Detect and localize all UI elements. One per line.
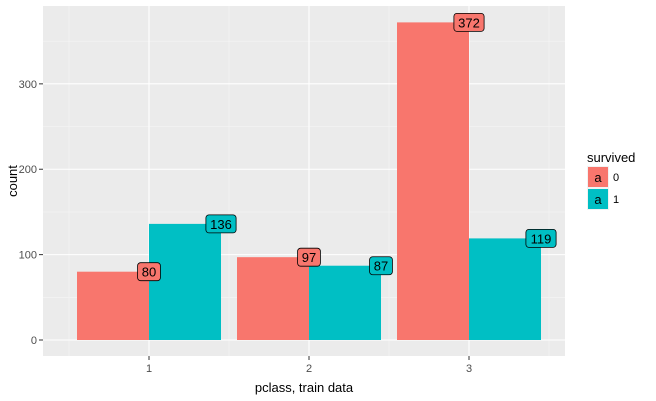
bar-0-2 [237,257,309,340]
legend-key-glyph: a [594,192,602,207]
y-tick-label: 200 [19,164,37,176]
data-label: 87 [369,256,393,276]
data-label-text: 97 [302,250,316,265]
bar-1-2 [309,265,381,340]
data-label: 97 [297,247,321,267]
bar-1-1 [149,223,221,340]
data-label: 80 [137,262,161,282]
x-axis-title: pclass, train data [255,380,354,395]
data-label-text: 372 [458,15,480,30]
data-label-box [137,262,161,282]
legend: survived a 0a 1 [587,150,635,210]
data-label-box [297,247,321,267]
x-tick-label: 3 [466,363,472,375]
y-tick-label: 100 [19,250,37,262]
data-label-text: 80 [142,265,156,280]
y-tick-label: 0 [31,335,37,347]
y-axis: 0 100 200 300 [19,79,43,347]
data-label-box [205,214,237,234]
data-label: 372 [453,12,485,32]
y-tick-label: 300 [19,79,37,91]
data-label-box [369,256,393,276]
x-tick-label: 1 [146,363,152,375]
bars [77,22,541,340]
x-tick-label: 2 [306,363,312,375]
bar-0-3 [397,22,469,340]
data-labels: 80 97 372 136 87 119 [137,12,557,282]
legend-key-0 [588,167,608,187]
legend-label-0: 0 [613,172,619,184]
data-label-box [525,228,557,248]
legend-key-1 [588,189,608,209]
legend-title: survived [587,150,635,165]
data-label-text: 119 [531,231,552,246]
legend-label-1: 1 [613,194,619,206]
x-axis: 1 2 3 [146,356,472,375]
bar-1-3 [469,238,541,340]
data-label-text: 87 [374,259,388,274]
y-axis-title: count [5,165,20,197]
data-label-box [453,12,485,32]
legend-key-glyph: a [594,170,602,185]
data-label: 119 [525,228,557,248]
bar-0-1 [77,271,149,340]
data-label-text: 136 [210,217,232,232]
data-label: 136 [205,214,237,234]
